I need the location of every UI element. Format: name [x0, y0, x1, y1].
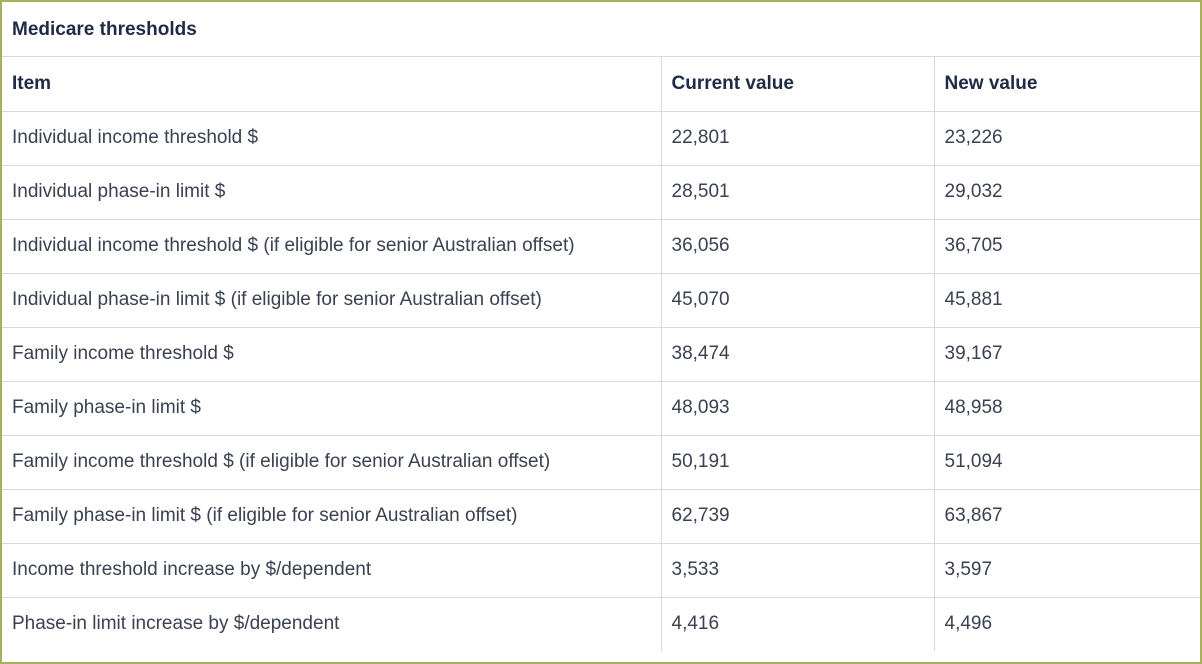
cell-new-value: 29,032 [933, 164, 1200, 219]
cell-new-value: 3,597 [933, 542, 1200, 597]
medicare-thresholds-table: Medicare thresholds Item Current value N… [2, 2, 1200, 651]
cell-new-value: 45,881 [933, 272, 1200, 327]
cell-current-value: 38,474 [660, 326, 934, 381]
column-header-item: Item [12, 72, 52, 94]
cell-current-value: 22,801 [660, 110, 934, 165]
cell-current-value: 50,191 [660, 434, 934, 489]
cell-new-value: 48,958 [933, 380, 1200, 435]
cell-current-value: 28,501 [660, 164, 934, 219]
cell-item: Phase-in limit increase by $/dependent [2, 596, 661, 651]
table-row: Family income threshold $ 38,474 39,167 [2, 326, 1200, 381]
table-row: Individual income threshold $ (if eligib… [2, 218, 1200, 273]
cell-current-value: 4,416 [660, 596, 934, 651]
table-row: Individual income threshold $ 22,801 23,… [2, 110, 1200, 165]
column-header-current-value: Current value [660, 57, 934, 111]
cell-item: Individual income threshold $ [2, 110, 661, 165]
table-row: Family income threshold $ (if eligible f… [2, 434, 1200, 489]
table-row: Income threshold increase by $/dependent… [2, 542, 1200, 597]
table-header-row: Item Current value New value [2, 57, 1200, 111]
table-caption: Medicare thresholds [2, 2, 1200, 57]
table-row: Individual phase-in limit $ 28,501 29,03… [2, 164, 1200, 219]
cell-item: Income threshold increase by $/dependent [2, 542, 661, 597]
cell-item: Individual phase-in limit $ [2, 164, 661, 219]
cell-current-value: 3,533 [660, 542, 934, 597]
cell-current-value: 36,056 [660, 218, 934, 273]
cell-new-value: 39,167 [933, 326, 1200, 381]
cell-current-value: 45,070 [660, 272, 934, 327]
cell-item: Family phase-in limit $ (if eligible for… [2, 488, 661, 543]
cell-new-value: 51,094 [933, 434, 1200, 489]
cell-item: Individual income threshold $ (if eligib… [2, 218, 661, 273]
cell-new-value: 63,867 [933, 488, 1200, 543]
cell-current-value: 48,093 [660, 380, 934, 435]
cell-item: Family phase-in limit $ [2, 380, 661, 435]
cell-current-value: 62,739 [660, 488, 934, 543]
cell-item: Family income threshold $ (if eligible f… [2, 434, 661, 489]
cell-item: Individual phase-in limit $ (if eligible… [2, 272, 661, 327]
table-row: Family phase-in limit $ (if eligible for… [2, 488, 1200, 543]
cell-new-value: 4,496 [933, 596, 1200, 651]
cell-item: Family income threshold $ [2, 326, 661, 381]
column-header-new-value: New value [933, 57, 1200, 111]
table-row: Individual phase-in limit $ (if eligible… [2, 272, 1200, 327]
cell-new-value: 23,226 [933, 110, 1200, 165]
table-row: Family phase-in limit $ 48,093 48,958 [2, 380, 1200, 435]
cell-new-value: 36,705 [933, 218, 1200, 273]
table-row: Phase-in limit increase by $/dependent 4… [2, 596, 1200, 651]
